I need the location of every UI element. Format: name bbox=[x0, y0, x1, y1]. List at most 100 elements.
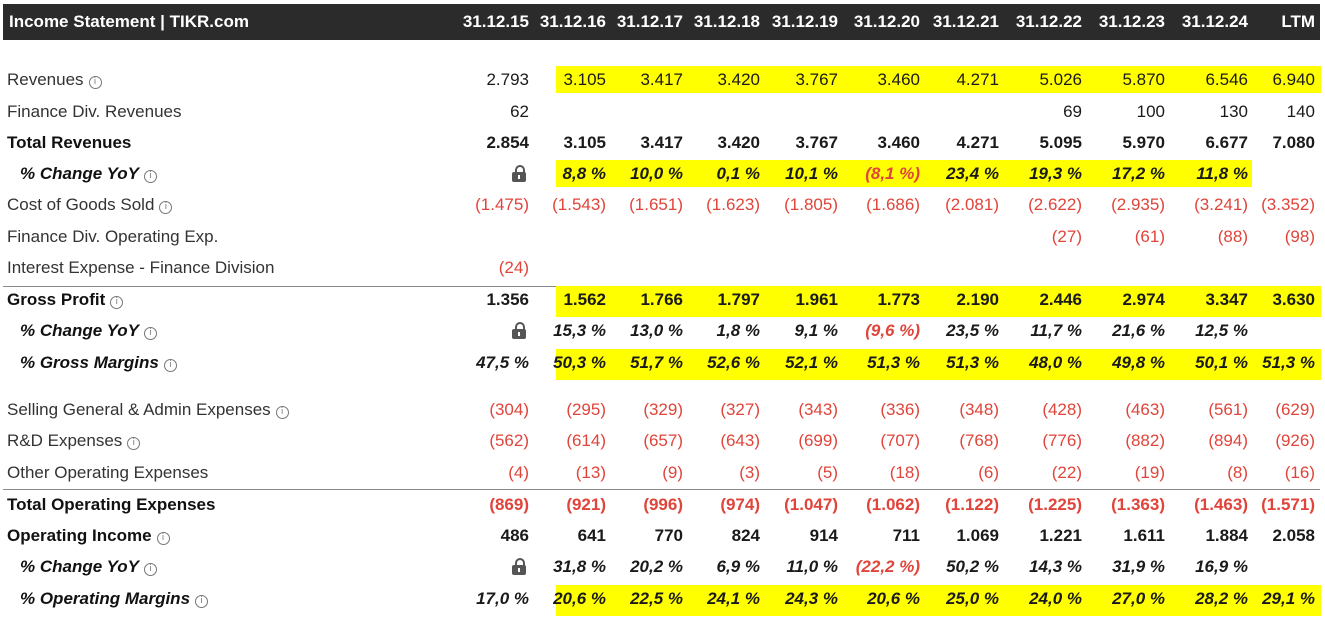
row-label-finance-div-operating-exp[interactable]: Finance Div. Operating Exp. bbox=[7, 227, 218, 247]
cell-gross-profit-5: 1.773 bbox=[877, 290, 920, 309]
column-header-31-12-16[interactable]: 31.12.16 bbox=[539, 12, 606, 31]
info-icon[interactable]: i bbox=[159, 201, 173, 214]
cell-finance-div-revenues-0: 62 bbox=[510, 102, 529, 121]
cell-cost-of-goods-sold-8: (2.935) bbox=[1111, 195, 1165, 214]
cell-operating-income-change-yoy-1: 31,8 % bbox=[553, 557, 606, 576]
row-label-text: Other Operating Expenses bbox=[7, 463, 209, 482]
cell-operating-income-change-yoy-3: 6,9 % bbox=[716, 557, 760, 576]
row-label-text: Finance Div. Operating Exp. bbox=[7, 227, 219, 246]
cell-cost-of-goods-sold-5: (1.686) bbox=[866, 195, 920, 214]
column-header-31-12-18[interactable]: 31.12.18 bbox=[693, 12, 760, 31]
cell-revenue-change-yoy-3: 0,1 % bbox=[716, 164, 760, 183]
info-icon[interactable]: i bbox=[127, 437, 141, 450]
cell-revenue-change-yoy-7: 19,3 % bbox=[1029, 164, 1082, 183]
row-label-total-revenues[interactable]: Total Revenues bbox=[7, 133, 131, 153]
column-header-31-12-24[interactable]: 31.12.24 bbox=[1181, 12, 1248, 31]
lock-icon[interactable] bbox=[512, 558, 526, 575]
cell-total-revenues-7: 5.095 bbox=[1039, 133, 1082, 152]
row-label-gross-margins[interactable]: % Gross Margins i bbox=[20, 353, 177, 373]
info-icon[interactable]: i bbox=[110, 296, 124, 309]
cell-finance-div-revenues-9: 130 bbox=[1219, 102, 1248, 121]
column-header-31-12-17[interactable]: 31.12.17 bbox=[616, 12, 683, 31]
column-header-ltm[interactable]: LTM bbox=[1281, 12, 1315, 31]
cell-operating-income-8: 1.611 bbox=[1123, 526, 1165, 545]
cell-total-revenues-3: 3.420 bbox=[717, 133, 760, 152]
info-icon[interactable]: i bbox=[156, 532, 170, 545]
row-label-total-operating-expenses[interactable]: Total Operating Expenses bbox=[7, 495, 215, 515]
cell-total-operating-expenses-8: (1.363) bbox=[1111, 495, 1165, 514]
cell-cost-of-goods-sold-1: (1.543) bbox=[552, 195, 606, 214]
row-label-text: Gross Profit bbox=[7, 290, 106, 309]
info-icon[interactable]: i bbox=[195, 595, 209, 608]
cell-other-operating-expenses-7: (22) bbox=[1051, 463, 1082, 482]
column-header-31-12-15[interactable]: 31.12.15 bbox=[462, 12, 529, 31]
cell-rd-expenses-3: (643) bbox=[720, 431, 760, 450]
lock-icon[interactable] bbox=[512, 322, 526, 339]
info-icon[interactable]: i bbox=[163, 359, 177, 372]
cell-revenues-2: 3.417 bbox=[640, 70, 683, 89]
cell-total-operating-expenses-9: (1.463) bbox=[1194, 495, 1248, 514]
cell-rd-expenses-9: (894) bbox=[1208, 431, 1248, 450]
row-label-other-operating-expenses[interactable]: Other Operating Expenses bbox=[7, 463, 208, 483]
row-label-interest-expense-finance-division[interactable]: Interest Expense - Finance Division bbox=[7, 258, 274, 278]
cell-gross-profit-change-yoy-3: 1,8 % bbox=[716, 321, 760, 340]
cell-gross-profit-7: 2.446 bbox=[1039, 290, 1082, 309]
info-icon[interactable]: i bbox=[275, 406, 289, 419]
cell-operating-income-4: 914 bbox=[809, 526, 838, 545]
cell-cost-of-goods-sold-10: (3.352) bbox=[1261, 195, 1315, 214]
row-label-gross-profit-change-yoy[interactable]: % Change YoY i bbox=[20, 321, 158, 341]
cell-total-operating-expenses-1: (921) bbox=[566, 495, 606, 514]
row-label-operating-income[interactable]: Operating Income i bbox=[7, 526, 170, 546]
row-label-cost-of-goods-sold[interactable]: Cost of Goods Sold i bbox=[7, 195, 173, 215]
cell-sga-expenses-1: (295) bbox=[566, 400, 606, 419]
info-icon[interactable]: i bbox=[144, 170, 158, 183]
cell-revenues-0: 2.793 bbox=[486, 70, 529, 89]
cell-revenues-6: 4.271 bbox=[956, 70, 999, 89]
row-label-text: Cost of Goods Sold bbox=[7, 195, 155, 214]
cell-total-operating-expenses-5: (1.062) bbox=[866, 495, 920, 514]
cell-gross-profit-1: 1.562 bbox=[563, 290, 606, 309]
row-label-operating-margins[interactable]: % Operating Margins i bbox=[20, 589, 209, 609]
info-icon[interactable]: i bbox=[144, 563, 158, 576]
lock-icon[interactable] bbox=[512, 165, 526, 182]
cell-operating-income-1: 641 bbox=[577, 526, 606, 545]
cell-revenue-change-yoy-9: 11,8 % bbox=[1196, 164, 1248, 183]
cell-finance-div-operating-exp-8: (61) bbox=[1134, 227, 1165, 246]
row-label-text: % Change YoY bbox=[20, 164, 140, 183]
info-icon[interactable]: i bbox=[144, 327, 158, 340]
column-header-31-12-19[interactable]: 31.12.19 bbox=[771, 12, 838, 31]
cell-other-operating-expenses-8: (19) bbox=[1134, 463, 1165, 482]
row-label-text: % Gross Margins bbox=[20, 353, 159, 372]
column-header-31-12-20[interactable]: 31.12.20 bbox=[853, 12, 920, 31]
cell-operating-income-6: 1.069 bbox=[956, 526, 999, 545]
cell-total-operating-expenses-3: (974) bbox=[720, 495, 760, 514]
cell-sga-expenses-2: (329) bbox=[643, 400, 683, 419]
cell-operating-margins-5: 20,6 % bbox=[867, 589, 920, 608]
row-label-text: Selling General & Admin Expenses bbox=[7, 400, 271, 419]
row-label-finance-div-revenues[interactable]: Finance Div. Revenues bbox=[7, 102, 182, 122]
cell-cost-of-goods-sold-9: (3.241) bbox=[1194, 195, 1248, 214]
cell-finance-div-operating-exp-7: (27) bbox=[1051, 227, 1082, 246]
cell-rd-expenses-0: (562) bbox=[489, 431, 529, 450]
row-label-revenue-change-yoy[interactable]: % Change YoY i bbox=[20, 164, 158, 184]
cell-operating-income-7: 1.221 bbox=[1039, 526, 1082, 545]
cell-total-revenues-5: 3.460 bbox=[877, 133, 920, 152]
row-label-gross-profit[interactable]: Gross Profit i bbox=[7, 290, 124, 310]
cell-gross-margins-1: 50,3 % bbox=[553, 353, 606, 372]
cell-rd-expenses-2: (657) bbox=[643, 431, 683, 450]
cell-total-operating-expenses-10: (1.571) bbox=[1261, 495, 1315, 514]
row-label-operating-income-change-yoy[interactable]: % Change YoY i bbox=[20, 557, 158, 577]
column-header-31-12-23[interactable]: 31.12.23 bbox=[1098, 12, 1165, 31]
row-label-text: % Operating Margins bbox=[20, 589, 191, 608]
row-label-revenues[interactable]: Revenues i bbox=[7, 70, 102, 90]
cell-operating-margins-8: 27,0 % bbox=[1112, 589, 1165, 608]
cell-cost-of-goods-sold-6: (2.081) bbox=[945, 195, 999, 214]
cell-gross-profit-change-yoy-2: 13,0 % bbox=[630, 321, 683, 340]
row-label-rd-expenses[interactable]: R&D Expenses i bbox=[7, 431, 141, 451]
cell-interest-expense-finance-division-0: (24) bbox=[498, 258, 529, 277]
cell-operating-income-9: 1.884 bbox=[1205, 526, 1248, 545]
column-header-31-12-21[interactable]: 31.12.21 bbox=[932, 12, 999, 31]
info-icon[interactable]: i bbox=[88, 76, 102, 89]
row-label-sga-expenses[interactable]: Selling General & Admin Expenses i bbox=[7, 400, 289, 420]
column-header-31-12-22[interactable]: 31.12.22 bbox=[1015, 12, 1082, 31]
